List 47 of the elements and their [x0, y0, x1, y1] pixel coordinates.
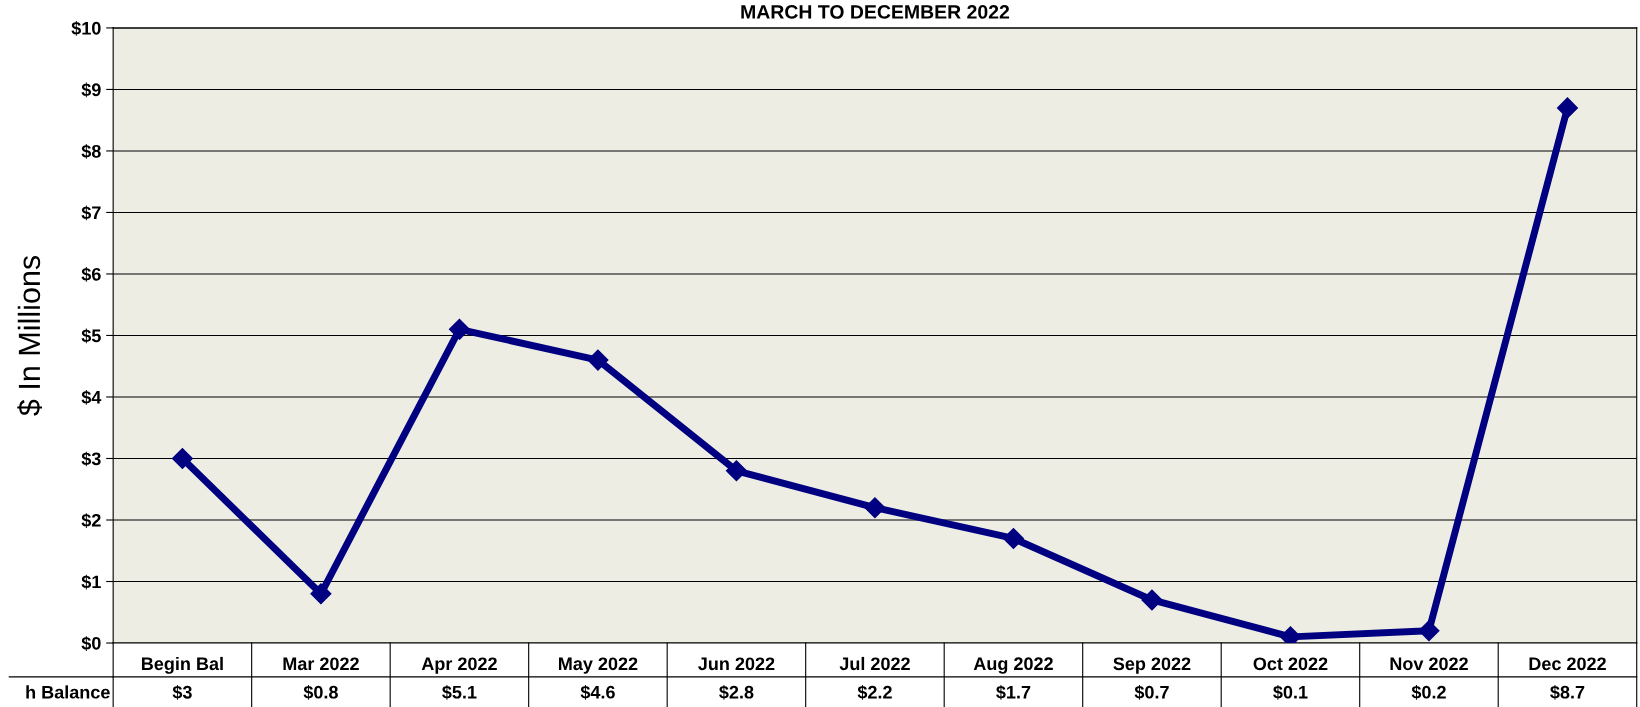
x-tick-label: Oct 2022 — [1253, 657, 1328, 671]
x-tick-label: Dec 2022 — [1529, 657, 1606, 671]
y-tick-label: $0 — [81, 636, 101, 651]
point — [1556, 97, 1578, 119]
y-tick-label: $5 — [81, 328, 101, 344]
data-label: $2.8 — [719, 685, 754, 700]
y-tick-label: $10 — [71, 21, 101, 36]
y-tick-label: $4 — [81, 390, 102, 405]
x-tick-label: Apr 2022 — [421, 657, 497, 674]
data-label: $0.2 — [1411, 685, 1446, 700]
data-label: $2.2 — [857, 685, 892, 700]
data-label: $4.6 — [580, 685, 615, 700]
point — [725, 460, 747, 482]
data-label: $5.1 — [442, 685, 477, 700]
data-label: $3 — [172, 685, 192, 700]
point — [310, 583, 332, 605]
x-tick-label: Nov 2022 — [1390, 657, 1468, 671]
x-tick-label: May 2022 — [558, 657, 638, 674]
point — [1002, 527, 1024, 549]
point — [1279, 626, 1301, 644]
text: h Balance — [26, 685, 110, 699]
y-tick-label: $8 — [81, 144, 101, 159]
x-tick-label: Jul 2022 — [839, 656, 910, 671]
y-tick-label: $2 — [81, 513, 101, 528]
y-tick-label: $6 — [81, 267, 101, 282]
y-tick-label: $7 — [81, 205, 101, 221]
point — [864, 497, 886, 519]
data-label: $0.7 — [1134, 685, 1169, 700]
data-label: $8.7 — [1550, 685, 1585, 700]
data-label: $1.7 — [996, 685, 1031, 700]
y-tick-label: $1 — [81, 574, 101, 590]
point — [171, 447, 193, 470]
x-tick-label: Begin Bal — [141, 656, 223, 674]
chart-title: MARCH TO DECEMBER 2022 — [741, 5, 1010, 19]
point — [587, 349, 609, 371]
y-tick-label: $9 — [81, 82, 101, 98]
data-label: $0.1 — [1273, 685, 1308, 700]
x-tick-label: Mar 2022 — [283, 657, 359, 671]
x-tick-label: Aug 2022 — [973, 657, 1053, 674]
y-tick-label: $3 — [81, 451, 101, 467]
x-tick-label: Jun 2022 — [698, 657, 775, 671]
point — [448, 318, 470, 340]
point — [1141, 589, 1163, 611]
point — [1418, 620, 1440, 642]
y-axis-title: $ In Millions — [17, 255, 43, 416]
data-label: $0.8 — [303, 685, 338, 700]
x-tick-label: Sep 2022 — [1113, 657, 1191, 674]
